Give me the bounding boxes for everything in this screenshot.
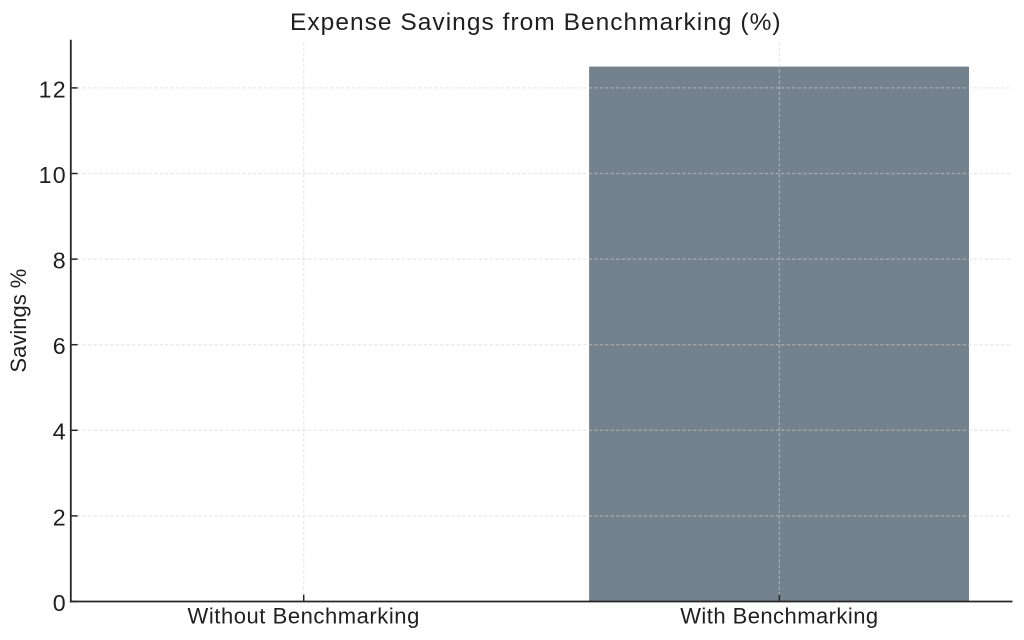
svg-text:10: 10	[39, 162, 67, 188]
svg-text:8: 8	[53, 248, 67, 274]
svg-text:0: 0	[53, 590, 67, 616]
svg-text:6: 6	[53, 333, 67, 359]
svg-text:Without Benchmarking: Without Benchmarking	[188, 604, 420, 629]
svg-text:Expense Savings from Benchmark: Expense Savings from Benchmarking (%)	[290, 9, 782, 36]
svg-text:4: 4	[53, 419, 67, 445]
svg-text:Savings %: Savings %	[6, 269, 31, 373]
svg-text:2: 2	[53, 504, 67, 530]
svg-text:12: 12	[39, 76, 67, 102]
svg-text:With Benchmarking: With Benchmarking	[680, 604, 878, 629]
